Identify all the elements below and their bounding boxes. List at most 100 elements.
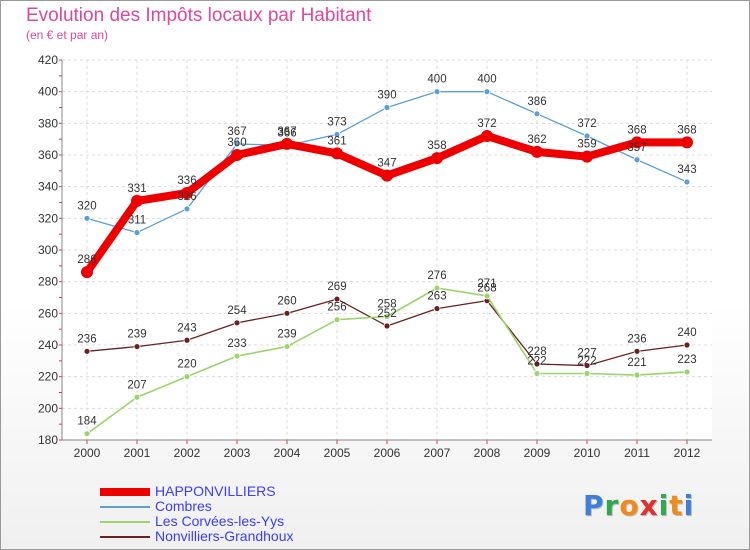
- data-label: 368: [627, 124, 646, 136]
- legend-label: HAPPONVILLIERS: [155, 483, 276, 499]
- data-point: [283, 309, 291, 317]
- data-point: [383, 313, 391, 320]
- data-point: [383, 104, 391, 111]
- y-tick-label: 240: [38, 338, 58, 352]
- data-point: [331, 147, 343, 160]
- x-tick-label: 2006: [374, 446, 401, 460]
- data-label: 373: [327, 116, 346, 128]
- data-label: 360: [227, 137, 246, 149]
- chart-title: Evolution des Impôts locaux par Habitant: [26, 5, 372, 26]
- data-label: 223: [677, 354, 696, 366]
- y-tick-label: 420: [38, 53, 58, 67]
- x-tick-label: 2003: [224, 446, 251, 460]
- logo-letter: P: [583, 489, 605, 522]
- data-point: [481, 130, 493, 142]
- logo-letter: x: [639, 489, 659, 522]
- data-point: [183, 336, 191, 344]
- y-tick-label: 400: [38, 85, 58, 99]
- y-tick-label: 280: [38, 275, 58, 289]
- data-label: 372: [577, 118, 596, 130]
- data-label: 367: [277, 126, 296, 138]
- data-label: 271: [477, 278, 496, 290]
- data-point: [333, 316, 341, 324]
- data-point: [683, 178, 691, 186]
- data-label: 243: [177, 322, 196, 334]
- data-label: 260: [277, 295, 296, 307]
- y-tick-label: 180: [38, 433, 58, 447]
- data-point: [233, 140, 241, 148]
- series-les-corv-es-les-yys: [83, 284, 691, 438]
- y-tick-label: 380: [38, 116, 58, 130]
- legend-label: Combres: [155, 498, 212, 514]
- data-label: 390: [377, 90, 396, 102]
- data-label: 359: [577, 139, 596, 151]
- x-tick-label: 2004: [274, 446, 301, 460]
- data-point: [483, 88, 491, 96]
- data-point: [583, 362, 591, 369]
- legend-swatch: [100, 521, 150, 523]
- legend-swatch: [100, 488, 150, 496]
- data-label: 239: [277, 329, 296, 341]
- data-label: 207: [127, 379, 146, 391]
- data-point: [583, 132, 591, 140]
- data-point: [633, 347, 641, 355]
- data-label: 357: [627, 142, 646, 154]
- x-tick-label: 2001: [124, 446, 151, 460]
- x-tick-label: 2008: [474, 446, 501, 460]
- data-point: [383, 322, 391, 330]
- series-happonvilliers: [81, 130, 693, 279]
- data-point: [533, 360, 541, 368]
- data-point: [183, 205, 191, 213]
- data-label: 268: [477, 283, 496, 295]
- data-point: [533, 110, 541, 118]
- data-point: [281, 137, 293, 150]
- data-label: 222: [527, 356, 546, 368]
- data-point: [333, 131, 341, 138]
- data-label: 361: [327, 135, 346, 147]
- data-point: [431, 152, 443, 165]
- x-tick-label: 2002: [174, 446, 201, 460]
- x-tick-label: 2000: [74, 446, 101, 460]
- data-point: [233, 319, 241, 327]
- data-point: [433, 284, 441, 292]
- chart-axes: 180 200 220 240 260 280 300 320 340 360 380 400 420 2…: [38, 53, 712, 460]
- data-label: 269: [327, 281, 346, 293]
- data-point: [131, 194, 143, 207]
- data-point: [583, 370, 591, 377]
- data-point: [581, 150, 593, 163]
- data-label: 276: [427, 270, 446, 282]
- data-point: [433, 305, 441, 312]
- data-label: 331: [127, 183, 146, 195]
- data-label: 286: [77, 254, 96, 266]
- data-point: [133, 229, 141, 236]
- data-label: 240: [677, 327, 696, 339]
- data-label: 220: [177, 359, 196, 371]
- series-combres: [83, 88, 691, 236]
- data-point: [633, 371, 641, 379]
- data-point: [681, 136, 693, 149]
- y-tick-label: 320: [38, 211, 58, 225]
- logo-letter: i: [658, 489, 670, 522]
- logo-letter: o: [619, 489, 640, 522]
- y-tick-label: 220: [38, 370, 58, 384]
- data-label: 362: [527, 134, 546, 146]
- data-label: 222: [577, 356, 596, 368]
- data-point: [133, 343, 141, 350]
- data-point: [531, 145, 543, 158]
- data-point: [533, 370, 541, 377]
- chart-series: [81, 88, 693, 438]
- data-point: [433, 88, 441, 96]
- logo-letter: i: [683, 489, 695, 522]
- data-label: 233: [227, 338, 246, 350]
- data-label: 400: [427, 74, 446, 86]
- data-label: 239: [127, 329, 146, 341]
- data-label: 372: [477, 118, 496, 130]
- chart-subtitle: (en € et par an): [26, 28, 109, 42]
- data-label: 236: [77, 333, 96, 345]
- series-nonvilliers-grandhoux: [83, 295, 691, 369]
- data-point: [483, 292, 491, 300]
- data-label: 254: [227, 305, 247, 317]
- data-label: 221: [627, 357, 646, 369]
- data-label: 367: [227, 126, 246, 138]
